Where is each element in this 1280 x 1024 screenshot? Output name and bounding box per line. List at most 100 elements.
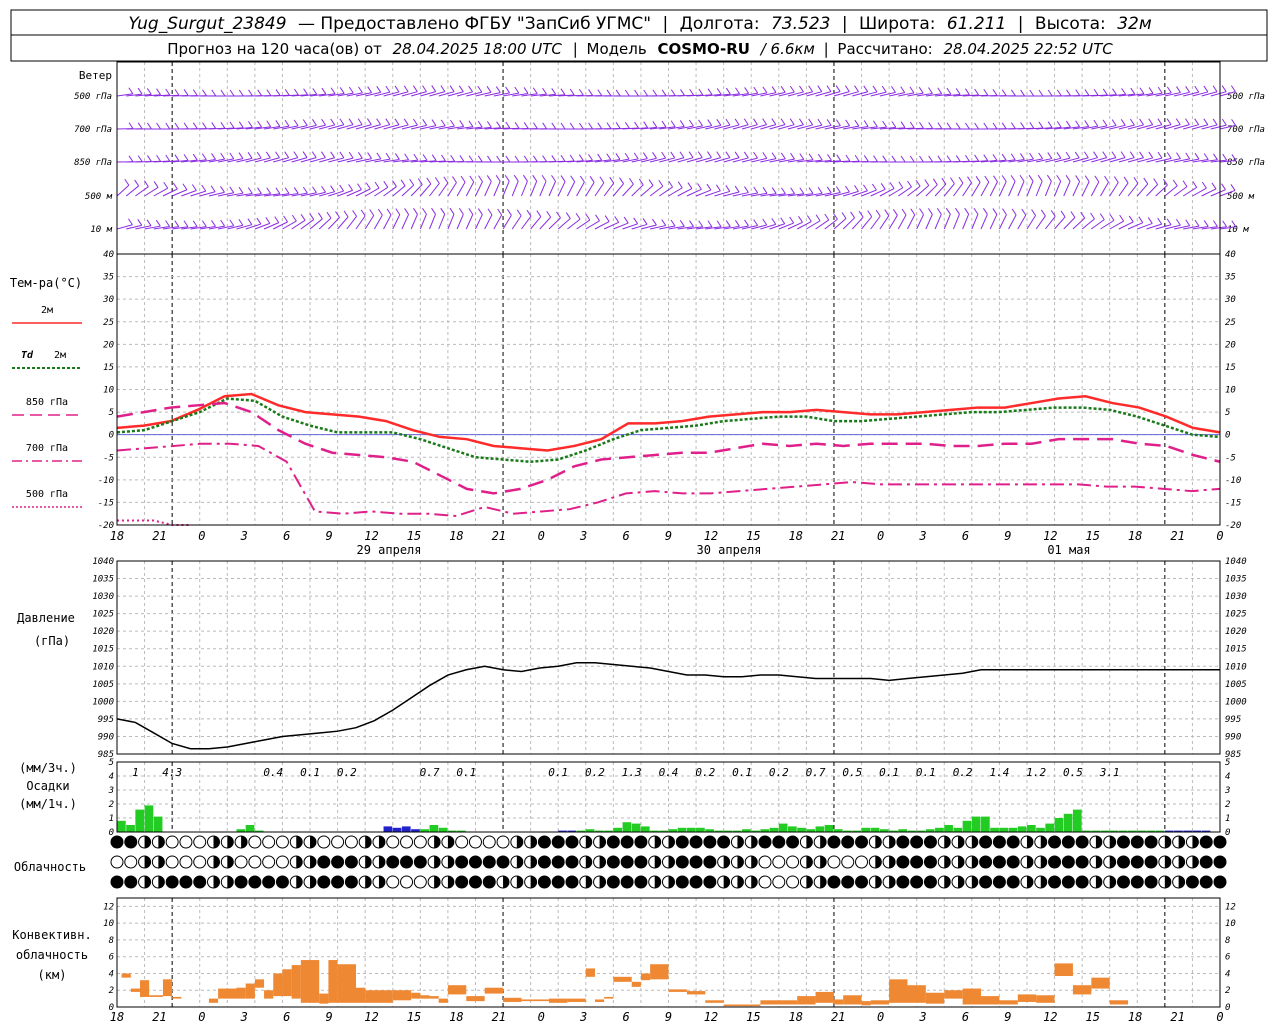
wind-barb xyxy=(558,160,575,163)
wind-barb-feather xyxy=(165,154,171,162)
wind-barb xyxy=(741,192,758,197)
wind-barb xyxy=(723,124,740,130)
wind-barb xyxy=(493,181,501,197)
wind-barb xyxy=(1044,180,1052,197)
conv-tick-left: 8 xyxy=(109,936,114,946)
wind-barb xyxy=(797,159,814,163)
precip-bar xyxy=(742,829,751,832)
wind-barb xyxy=(989,181,998,197)
wind-barb-feather xyxy=(155,219,161,227)
wind-barb-feather xyxy=(422,85,427,92)
model-name: COSMO-RU xyxy=(657,40,749,58)
conv-title-line3: (км) xyxy=(38,968,67,982)
wind-barb-feather xyxy=(927,208,933,215)
conv-cloud-bar xyxy=(861,1001,871,1006)
wind-barb-feather xyxy=(1010,89,1016,97)
wind-barb-feather xyxy=(835,85,841,92)
wind-barb-feather xyxy=(449,207,455,215)
cloud-cover-circle xyxy=(634,875,648,889)
wind-barb-feather xyxy=(330,151,336,159)
wind-barb xyxy=(466,91,482,97)
panel-frame-pres xyxy=(116,560,1221,755)
wind-barb-feather xyxy=(385,152,391,160)
cloud-cover-circle xyxy=(537,855,551,869)
wind-barb-feather xyxy=(1029,152,1034,160)
wind-barb-feather xyxy=(275,187,281,195)
wind-barb-feather xyxy=(460,175,466,183)
wind-barb-feather xyxy=(1047,121,1053,128)
time-hour-label: 6 xyxy=(283,529,290,543)
wind-barb-feather xyxy=(165,88,171,96)
wind-barb xyxy=(1045,157,1062,163)
cloud-cover-partial xyxy=(751,876,758,888)
wind-barb-feather xyxy=(1143,177,1149,185)
wind-barb xyxy=(162,160,179,163)
conv-cloud-bar xyxy=(130,988,140,992)
precip-total: 0.1 xyxy=(732,766,752,779)
wind-barb xyxy=(282,192,299,197)
wind-barb-feather xyxy=(403,85,409,93)
wind-barb xyxy=(1063,217,1076,230)
wind-barb-feather xyxy=(595,214,600,222)
wind-barb-feather xyxy=(300,214,306,221)
precip-total: 0.4 xyxy=(659,766,679,779)
wind-barb xyxy=(760,158,777,163)
wind-barb-feather xyxy=(569,122,575,130)
temp-tick-right: 10 xyxy=(1225,386,1236,396)
wind-barb xyxy=(273,193,290,197)
wind-barb-feather xyxy=(1203,153,1209,160)
wind-barb xyxy=(1100,94,1117,97)
wind-barb-feather xyxy=(1166,86,1172,94)
temp-tick-right: -5 xyxy=(1225,453,1236,463)
wind-barb xyxy=(943,183,955,197)
wind-barb xyxy=(511,215,522,230)
wind-barb xyxy=(944,93,961,97)
wind-barb xyxy=(723,157,740,163)
wind-barb xyxy=(144,94,161,97)
wind-barb-feather xyxy=(1129,118,1135,126)
precip-bar xyxy=(971,816,981,832)
cloud-cover-circle xyxy=(537,835,551,849)
wind-barb-feather xyxy=(706,183,712,191)
time-hour-label-bottom: 18 xyxy=(1128,1010,1142,1024)
wind-barb-feather xyxy=(652,218,657,226)
time-hour-label-bottom: 12 xyxy=(1043,1010,1057,1024)
cloud-cover-partial xyxy=(806,856,813,868)
precip-bar xyxy=(383,826,393,832)
conv-tick-right: 4 xyxy=(1225,969,1230,979)
temp-tick-right: -20 xyxy=(1225,521,1241,531)
wind-barb-feather xyxy=(597,153,603,161)
wind-barb xyxy=(116,93,133,97)
wind-barb-feather xyxy=(487,155,492,163)
wind-barb xyxy=(1026,181,1034,197)
wind-barb-feather xyxy=(1194,219,1200,227)
wind-barb-feather xyxy=(1157,217,1163,225)
cloud-cover-circle xyxy=(923,855,937,869)
wind-barb-feather xyxy=(1102,88,1108,96)
time-hour-label-bottom: 6 xyxy=(622,1010,629,1024)
wind-barb-feather xyxy=(638,178,644,186)
wind-barb-feather xyxy=(1040,209,1046,217)
wind-barb-feather xyxy=(863,184,868,192)
precip-bar xyxy=(576,830,586,832)
wind-barb-feather xyxy=(624,89,630,97)
wind-barb-feather xyxy=(504,174,510,182)
wind-barb xyxy=(723,191,740,197)
wind-barb xyxy=(1109,220,1124,230)
wind-barb xyxy=(1054,157,1071,163)
cloud-cover-partial xyxy=(1109,856,1116,868)
wind-barb-feather xyxy=(570,175,576,183)
wind-barb-feather xyxy=(623,216,629,224)
wind-barb-feather xyxy=(202,89,207,97)
wind-barb xyxy=(227,192,244,197)
wind-barb xyxy=(1054,126,1071,130)
wind-barb xyxy=(787,221,803,230)
temp-tick-right: 5 xyxy=(1225,408,1230,418)
wind-barb-feather xyxy=(588,122,593,130)
time-hour-label: 0 xyxy=(538,529,545,543)
wind-barb-feather xyxy=(697,183,702,190)
wind-barb-feather xyxy=(546,210,552,218)
cloud-cover-partial xyxy=(820,856,827,868)
wind-barb xyxy=(273,157,289,163)
wind-barb-feather xyxy=(958,176,964,184)
